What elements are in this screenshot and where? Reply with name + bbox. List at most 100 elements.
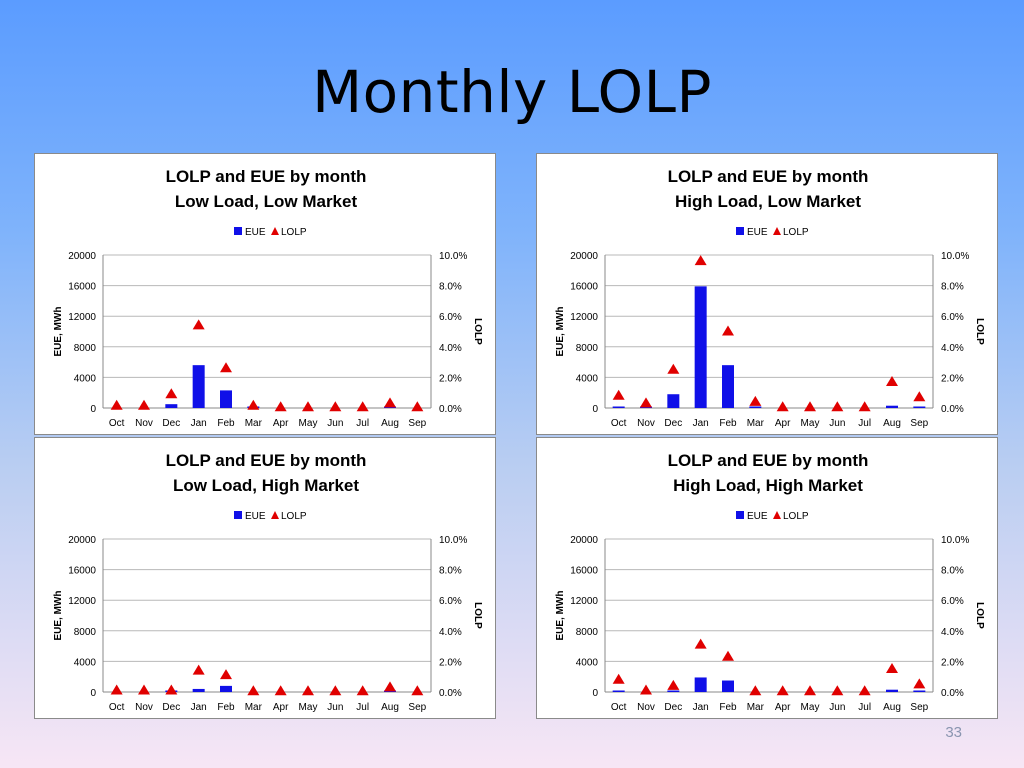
y2-tick-label: 2.0%: [941, 373, 964, 384]
lolp-marker: [220, 362, 232, 373]
x-tick-label: May: [801, 702, 820, 713]
lolp-marker: [110, 684, 123, 695]
eue-bar: [694, 286, 707, 408]
x-tick-label: Feb: [217, 418, 235, 429]
y2-tick-label: 10.0%: [941, 251, 969, 262]
lolp-marker: [329, 401, 342, 412]
x-tick-label: Oct: [611, 702, 627, 713]
legend-eue-label: EUE: [245, 227, 266, 238]
y-axis-label: EUE, MWh: [53, 307, 64, 357]
x-tick-label: Sep: [910, 702, 928, 713]
y-tick-label: 16000: [68, 566, 96, 577]
legend-eue-swatch: [234, 511, 242, 519]
lolp-marker: [274, 685, 287, 696]
legend-eue-label: EUE: [747, 227, 768, 238]
x-tick-label: Aug: [381, 418, 399, 429]
legend-lolp-marker: [271, 511, 279, 519]
lolp-marker: [302, 401, 314, 412]
lolp-marker: [722, 650, 734, 661]
x-tick-label: Oct: [611, 418, 627, 429]
x-tick-label: Apr: [775, 418, 791, 429]
y2-tick-label: 4.0%: [439, 627, 462, 638]
x-tick-label: Nov: [637, 702, 655, 713]
x-tick-label: Aug: [381, 702, 399, 713]
lolp-marker: [886, 663, 898, 674]
x-tick-label: Apr: [273, 702, 289, 713]
lolp-marker: [804, 401, 816, 412]
legend-lolp-label: LOLP: [783, 227, 809, 238]
y2-tick-label: 4.0%: [941, 343, 964, 354]
lolp-marker: [694, 638, 707, 649]
lolp-marker: [831, 401, 844, 412]
y-tick-label: 16000: [570, 282, 598, 293]
x-tick-label: Nov: [135, 418, 153, 429]
y2-axis-label: LOLP: [472, 602, 483, 629]
lolp-marker: [858, 401, 871, 412]
lolp-marker: [831, 685, 844, 696]
y-tick-label: 4000: [74, 373, 97, 384]
eue-bar: [667, 394, 680, 408]
x-tick-label: Dec: [664, 702, 682, 713]
legend: EUE LOLP: [234, 511, 307, 522]
chart-subtitle: High Load, High Market: [673, 476, 863, 495]
x-tick-label: Mar: [747, 418, 765, 429]
lolp-marker: [138, 684, 150, 695]
lolp-marker: [302, 685, 314, 696]
lolp-marker: [220, 669, 232, 680]
eue-bar: [886, 405, 898, 408]
y-tick-label: 8000: [576, 627, 599, 638]
y2-tick-label: 8.0%: [941, 282, 964, 293]
legend: EUE LOLP: [736, 227, 809, 238]
x-tick-label: Jul: [858, 702, 871, 713]
y2-tick-label: 0.0%: [941, 688, 964, 699]
x-tick-label: Aug: [883, 418, 901, 429]
y2-tick-label: 8.0%: [439, 282, 462, 293]
x-tick-label: Nov: [135, 702, 153, 713]
y-tick-label: 4000: [576, 657, 599, 668]
lolp-marker: [247, 399, 260, 410]
chart-subtitle: High Load, Low Market: [675, 192, 861, 211]
x-tick-label: Nov: [637, 418, 655, 429]
legend: EUE LOLP: [234, 227, 307, 238]
lolp-marker: [411, 401, 424, 412]
eue-bar: [694, 677, 707, 692]
lolp-marker: [858, 685, 871, 696]
lolp-marker: [886, 375, 898, 386]
x-tick-label: Feb: [217, 702, 235, 713]
lolp-marker: [274, 401, 287, 412]
x-tick-label: Jul: [356, 418, 369, 429]
chart-subtitle: Low Load, Low Market: [175, 192, 358, 211]
y-axis-label: EUE, MWh: [555, 591, 566, 641]
lolp-marker: [110, 399, 123, 410]
y2-axis-label: LOLP: [974, 318, 985, 345]
y-tick-label: 4000: [74, 657, 97, 668]
lolp-marker: [138, 399, 150, 410]
y-tick-label: 20000: [570, 251, 598, 262]
legend-lolp-marker: [271, 227, 279, 235]
eue-bar: [192, 365, 205, 408]
x-tick-label: Apr: [273, 418, 289, 429]
x-tick-label: Jan: [191, 702, 207, 713]
legend-lolp-marker: [773, 227, 781, 235]
x-tick-label: Sep: [408, 702, 426, 713]
y2-tick-label: 6.0%: [941, 312, 964, 323]
lolp-marker: [356, 401, 369, 412]
y2-tick-label: 2.0%: [439, 657, 462, 668]
lolp-marker: [411, 685, 424, 696]
y2-tick-label: 0.0%: [941, 404, 964, 415]
x-tick-label: Jan: [693, 418, 709, 429]
y2-tick-label: 6.0%: [439, 596, 462, 607]
chart-svg: LOLP and EUE by month Low Load, High Mark…: [53, 451, 483, 713]
y-tick-label: 0: [90, 404, 96, 415]
eue-bar: [667, 690, 680, 692]
x-tick-label: May: [801, 418, 820, 429]
lolp-marker: [722, 325, 734, 336]
y2-tick-label: 10.0%: [941, 535, 969, 546]
legend-lolp-label: LOLP: [783, 511, 809, 522]
y2-tick-label: 2.0%: [941, 657, 964, 668]
chart-panel-low-load-low-market: LOLP and EUE by month Low Load, Low Marke…: [34, 153, 496, 435]
x-tick-label: Sep: [408, 418, 426, 429]
x-tick-label: Jan: [191, 418, 207, 429]
x-tick-label: Feb: [719, 702, 737, 713]
legend-lolp-marker: [773, 511, 781, 519]
